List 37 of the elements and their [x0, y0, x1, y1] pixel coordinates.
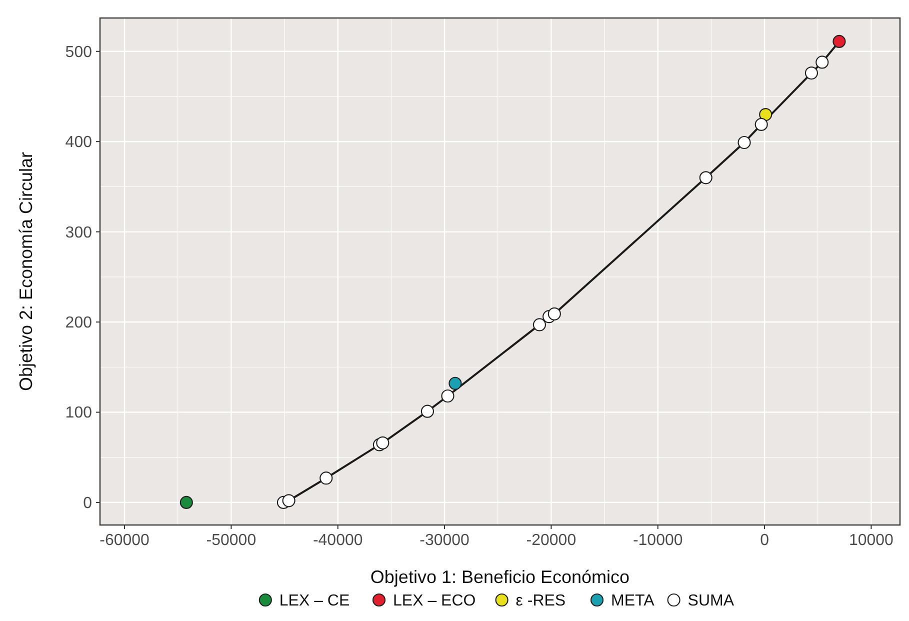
point — [448, 376, 462, 390]
point — [832, 34, 846, 48]
y-tick-label: 500 — [65, 44, 92, 61]
x-tick-label: -20000 — [526, 532, 576, 549]
y-axis-title: Objetivo 2: Economía Circular — [16, 152, 36, 392]
legend-label: SUMA — [688, 592, 734, 610]
y-tick-label: 300 — [65, 224, 92, 242]
point — [738, 136, 751, 150]
point — [441, 389, 454, 403]
y-tick-label: 0 — [83, 494, 92, 512]
y-tick-label: 100 — [65, 404, 92, 422]
point — [699, 171, 712, 184]
x-tick-label: 0 — [760, 532, 770, 549]
legend-label: LEX – ECO — [393, 592, 476, 610]
point — [532, 318, 546, 332]
point — [548, 307, 561, 320]
legend-label: LEX – CE — [279, 592, 350, 610]
point — [282, 494, 296, 508]
point — [804, 66, 818, 80]
x-tick-label: -30000 — [420, 532, 470, 549]
x-tick-label: -40000 — [312, 532, 363, 549]
x-axis-title: Objetivo 1: Beneficio Económico — [370, 567, 630, 587]
point — [420, 404, 434, 418]
legend-label: ε -RES — [516, 592, 566, 610]
x-tick-label: -60000 — [100, 532, 150, 549]
x-tick-label: 10000 — [848, 532, 894, 549]
point — [816, 56, 829, 69]
x-tick-label: -10000 — [632, 532, 683, 549]
point — [376, 436, 390, 450]
legend-label: META — [611, 592, 655, 610]
y-tick-label: 200 — [65, 314, 92, 332]
point — [180, 496, 193, 509]
x-tick-label: -50000 — [206, 532, 256, 549]
point — [759, 108, 772, 122]
point — [320, 472, 333, 485]
point — [754, 118, 768, 131]
y-tick-label: 400 — [65, 134, 92, 152]
